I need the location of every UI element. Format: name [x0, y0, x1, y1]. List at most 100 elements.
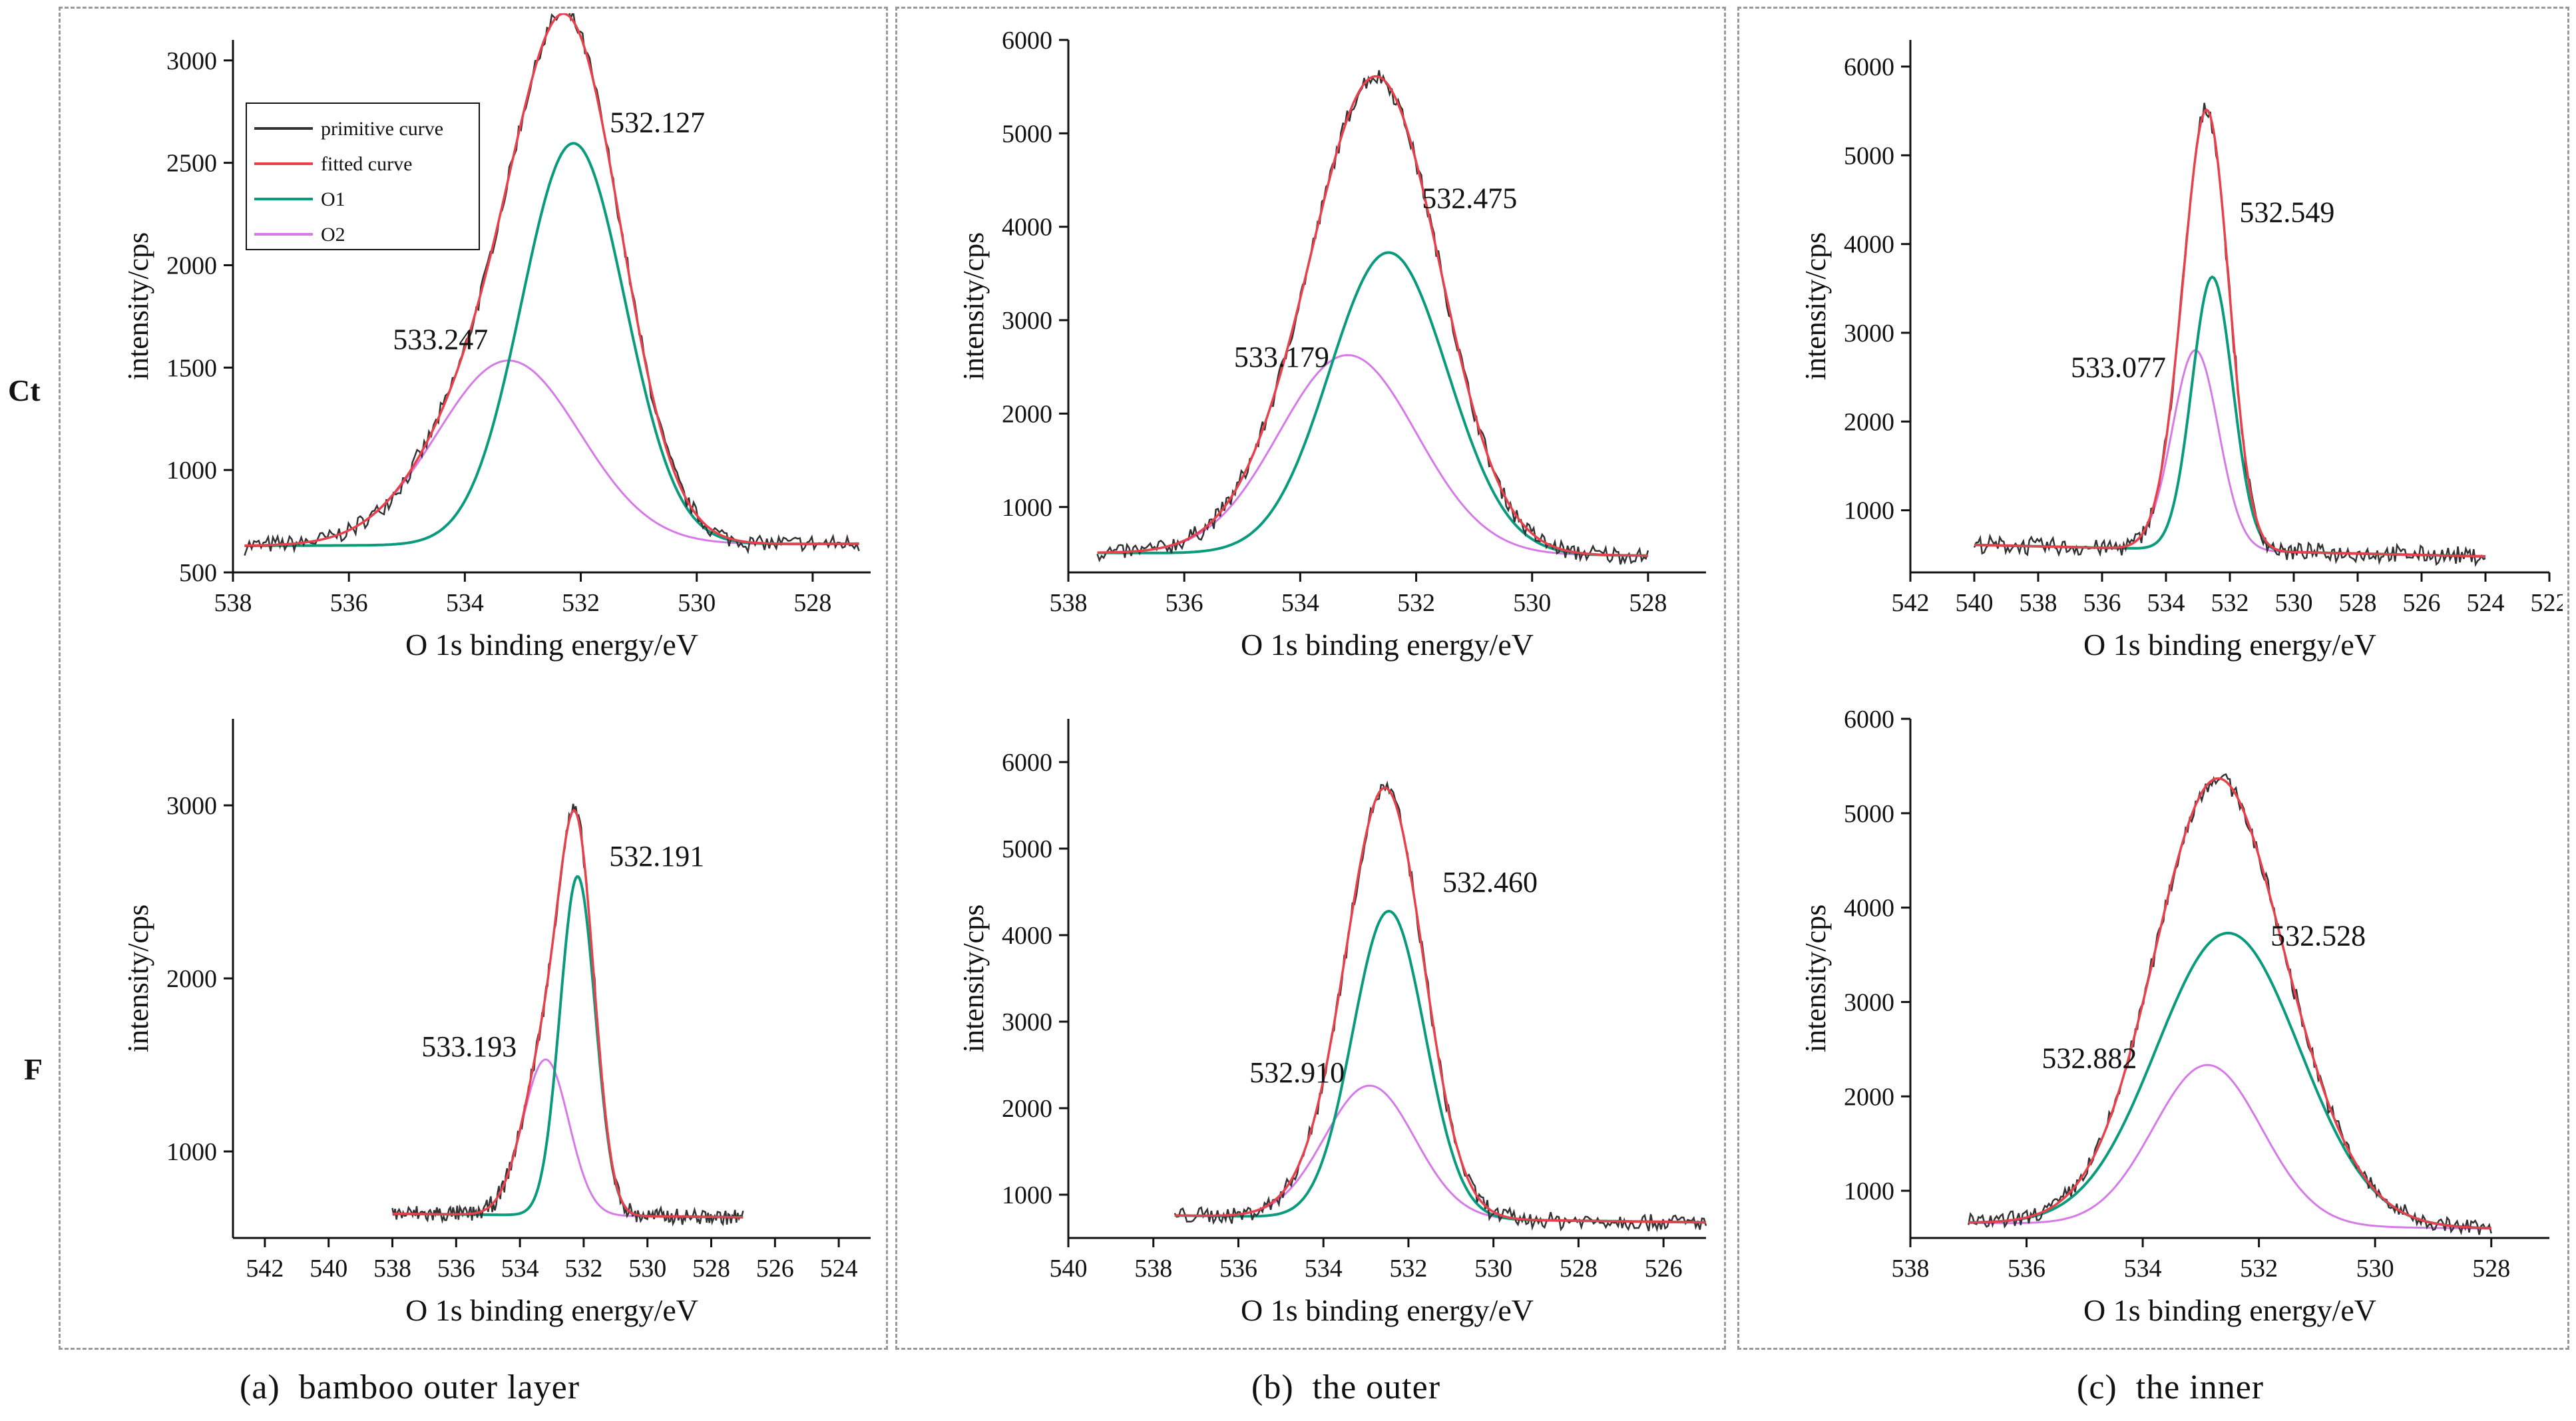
y-tick-label: 500 [179, 559, 217, 587]
x-tick-label: 538 [2020, 589, 2057, 617]
x-tick-label: 532 [564, 1255, 602, 1283]
o2-curve [244, 359, 859, 547]
peak-label: 533.247 [393, 323, 488, 356]
y-tick-label: 6000 [1002, 27, 1052, 55]
x-tick-label: 532 [562, 589, 600, 617]
x-tick-label: 532 [1389, 1255, 1427, 1283]
y-tick-label: 6000 [1002, 749, 1052, 777]
chart-b-ct: 1000 2000 3000 4000 5000 6000 538 536 534 532 530 5… [957, 27, 1706, 662]
x-tick-label: 534 [1305, 1255, 1343, 1283]
o1-curve [1097, 251, 1648, 557]
peak-label: 532.882 [2041, 1042, 2137, 1075]
y-tick-label: 4000 [1844, 231, 1894, 259]
fitted-curve [1174, 786, 1706, 1224]
y-tick-label: 2000 [1844, 1083, 1894, 1111]
o2-curve [1097, 353, 1648, 557]
x-tick-label: 530 [2356, 1255, 2394, 1283]
x-tick-label: 532 [2211, 589, 2249, 617]
y-tick-label: 6000 [1844, 53, 1894, 81]
y-tick-label: 3000 [1002, 1008, 1052, 1036]
x-axis-label: O 1s binding energy/eV [1241, 1293, 1534, 1327]
x-tick-label: 534 [1281, 589, 1319, 617]
x-tick-label: 528 [793, 589, 831, 617]
y-axis-label: intensity/cps [1799, 905, 1832, 1052]
x-tick-label: 534 [501, 1255, 539, 1283]
y-tick-label: 5000 [1844, 142, 1894, 170]
y-tick-label: 1000 [1844, 1177, 1894, 1205]
x-tick-label: 526 [1645, 1255, 1683, 1283]
primitive-curve [1968, 773, 2492, 1235]
x-tick-label: 538 [373, 1255, 411, 1283]
o1-curve [1968, 931, 2491, 1230]
x-tick-label: 536 [1166, 589, 1203, 617]
y-tick-label: 4000 [1844, 895, 1894, 922]
x-tick-label: 526 [2403, 589, 2441, 617]
o2-curve [392, 1058, 744, 1219]
x-tick-label: 540 [1050, 1255, 1088, 1283]
y-tick-label: 4000 [1002, 922, 1052, 950]
x-tick-label: 536 [2008, 1255, 2045, 1283]
x-tick-label: 528 [1629, 589, 1667, 617]
chart-c-f: 1000 2000 3000 4000 5000 6000 538 536 534 532 530 5… [1799, 706, 2549, 1327]
peak-label: 532.460 [1442, 866, 1538, 899]
y-tick-label: 3000 [166, 792, 217, 820]
y-tick-label: 1000 [1002, 494, 1052, 522]
x-tick-label: 524 [820, 1255, 858, 1283]
primitive-curve [1096, 70, 1649, 565]
o1-curve [1974, 275, 2486, 558]
y-axis-label: intensity/cps [957, 232, 990, 380]
o2-curve [1974, 349, 2486, 558]
caption-a: (a) bamboo outer layer [240, 1368, 580, 1406]
x-tick-label: 538 [1134, 1255, 1172, 1283]
caption-b: (b) the outer [1251, 1368, 1441, 1406]
x-tick-label: 528 [692, 1255, 730, 1283]
x-tick-label: 528 [1560, 1255, 1598, 1283]
primitive-curve [1174, 780, 1707, 1233]
y-axis-label: intensity/cps [122, 905, 154, 1052]
y-tick-label: 5000 [1002, 120, 1052, 148]
x-tick-label: 528 [2339, 589, 2377, 617]
x-tick-label: 540 [310, 1255, 347, 1283]
fitted-curve [244, 13, 859, 547]
y-tick-label: 2000 [166, 252, 217, 280]
x-tick-label: 536 [1219, 1255, 1257, 1283]
fitted-curve [1097, 75, 1648, 557]
x-tick-label: 542 [1892, 589, 1930, 617]
peak-label: 533.193 [421, 1030, 517, 1063]
x-tick-label: 532 [2240, 1255, 2278, 1283]
x-tick-label: 526 [756, 1255, 794, 1283]
row-label-f: F [24, 1052, 43, 1086]
x-tick-label: 524 [2467, 589, 2505, 617]
peak-label: 532.191 [609, 840, 704, 873]
y-axis-label: intensity/cps [122, 232, 154, 380]
peak-label: 532.549 [2239, 196, 2334, 228]
x-tick-label: 534 [2124, 1255, 2162, 1283]
legend-o2-label: O2 [321, 224, 345, 246]
x-tick-label: 542 [246, 1255, 284, 1283]
x-tick-label: 536 [330, 589, 368, 617]
x-tick-label: 530 [1474, 1255, 1512, 1283]
chart-b-f: 1000 2000 3000 4000 5000 6000 540 538 536 534 532 5… [957, 719, 1707, 1327]
y-tick-label: 1500 [166, 354, 217, 382]
fitted-curve [1968, 777, 2491, 1230]
y-tick-label: 1000 [166, 457, 217, 485]
row-label-ct: Ct [8, 373, 41, 407]
legend-primitive-label: primitive curve [321, 118, 443, 140]
x-axis-label: O 1s binding energy/eV [405, 628, 698, 662]
y-tick-label: 1000 [1844, 497, 1894, 525]
x-tick-label: 530 [2275, 589, 2313, 617]
legend-fitted-label: fitted curve [321, 153, 412, 175]
y-tick-label: 3000 [166, 47, 217, 75]
x-axis-label: O 1s binding energy/eV [2083, 628, 2376, 662]
fitted-curve [1974, 108, 2486, 558]
legend-box [246, 102, 480, 250]
peak-label: 533.179 [1234, 341, 1329, 373]
x-tick-label: 536 [437, 1255, 475, 1283]
y-tick-label: 5000 [1844, 800, 1894, 828]
x-tick-label: 540 [1956, 589, 1994, 617]
panel-b-frame [895, 7, 1726, 1350]
y-axis-label: intensity/cps [957, 905, 990, 1052]
y-tick-label: 4000 [1002, 214, 1052, 242]
y-tick-label: 6000 [1844, 706, 1894, 733]
x-axis-label: O 1s binding energy/eV [405, 1293, 698, 1327]
